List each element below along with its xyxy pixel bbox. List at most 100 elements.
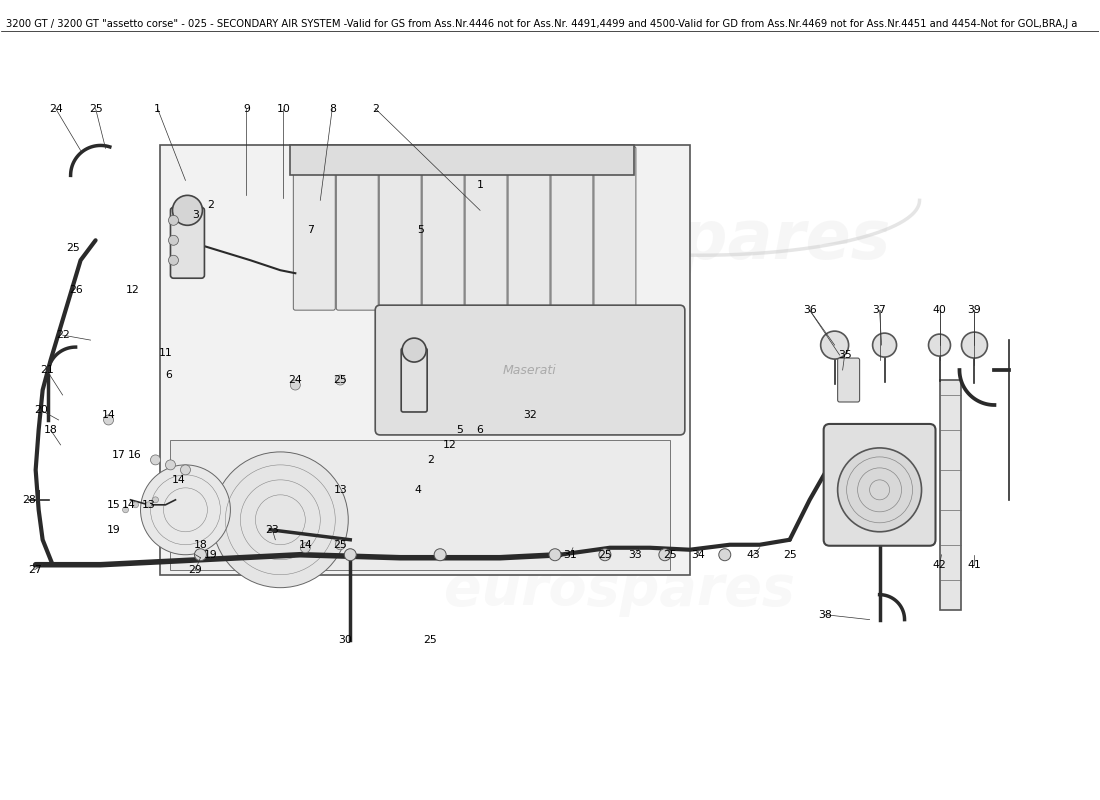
Circle shape (300, 542, 310, 553)
Circle shape (153, 497, 158, 503)
Text: 25: 25 (783, 550, 796, 560)
Circle shape (344, 549, 356, 561)
Text: 18: 18 (194, 540, 207, 550)
Text: 35: 35 (838, 350, 851, 360)
Text: 12: 12 (443, 440, 456, 450)
Circle shape (961, 332, 988, 358)
Text: 26: 26 (68, 285, 82, 295)
FancyBboxPatch shape (824, 424, 935, 546)
Text: 8: 8 (329, 103, 336, 114)
Text: eurospares: eurospares (444, 562, 795, 617)
Text: 14: 14 (122, 500, 135, 510)
Circle shape (165, 460, 176, 470)
FancyBboxPatch shape (294, 146, 335, 310)
Circle shape (928, 334, 950, 356)
Text: 25: 25 (89, 103, 102, 114)
Text: 36: 36 (803, 305, 816, 315)
Circle shape (872, 333, 896, 357)
Circle shape (145, 502, 152, 508)
Text: 11: 11 (158, 348, 173, 358)
Text: 32: 32 (524, 410, 537, 420)
Text: 15: 15 (107, 500, 120, 510)
Text: 39: 39 (968, 305, 981, 315)
Text: 10: 10 (276, 103, 290, 114)
Text: 27: 27 (28, 565, 42, 574)
Text: 33: 33 (628, 550, 641, 560)
Text: 37: 37 (872, 305, 887, 315)
Text: 5: 5 (456, 425, 463, 435)
Text: 29: 29 (188, 565, 202, 574)
Text: 14: 14 (298, 540, 312, 550)
Circle shape (103, 415, 113, 425)
FancyBboxPatch shape (939, 380, 961, 610)
FancyBboxPatch shape (508, 146, 550, 310)
Circle shape (659, 549, 671, 561)
Text: 25: 25 (333, 540, 348, 550)
Text: 40: 40 (933, 305, 946, 315)
Text: 28: 28 (22, 495, 35, 505)
Text: 4: 4 (415, 485, 421, 495)
Circle shape (549, 549, 561, 561)
Circle shape (168, 235, 178, 246)
Text: 17: 17 (112, 450, 125, 460)
Text: 24: 24 (48, 103, 63, 114)
Circle shape (122, 507, 129, 513)
Text: 23: 23 (265, 525, 279, 534)
Text: 6: 6 (476, 425, 484, 435)
Text: 3: 3 (192, 210, 199, 220)
Circle shape (141, 465, 230, 554)
Circle shape (434, 549, 447, 561)
Text: 31: 31 (563, 550, 576, 560)
Text: 2: 2 (207, 200, 213, 210)
Circle shape (168, 215, 178, 226)
Circle shape (336, 540, 345, 550)
Text: 7: 7 (307, 226, 314, 235)
Circle shape (718, 549, 730, 561)
Text: 25: 25 (333, 375, 348, 385)
Circle shape (132, 502, 139, 508)
Text: 13: 13 (333, 485, 348, 495)
Text: 5: 5 (417, 226, 424, 235)
Text: 38: 38 (817, 610, 832, 620)
Text: 25: 25 (598, 550, 612, 560)
Text: 22: 22 (56, 330, 69, 340)
Circle shape (336, 375, 345, 385)
Text: 1: 1 (476, 180, 484, 190)
Circle shape (212, 452, 349, 588)
Text: 34: 34 (691, 550, 705, 560)
FancyBboxPatch shape (379, 146, 421, 310)
Circle shape (290, 380, 300, 390)
Text: 3200 GT / 3200 GT "assetto corse" - 025 - SECONDARY AIR SYSTEM -Valid for GS fro: 3200 GT / 3200 GT "assetto corse" - 025 … (6, 18, 1077, 29)
Text: 41: 41 (968, 560, 981, 570)
Circle shape (180, 465, 190, 475)
FancyBboxPatch shape (402, 348, 427, 412)
Text: 13: 13 (142, 500, 155, 510)
Text: 2: 2 (372, 103, 378, 114)
FancyBboxPatch shape (837, 358, 859, 402)
FancyBboxPatch shape (170, 207, 205, 278)
FancyBboxPatch shape (170, 440, 670, 570)
Text: 14: 14 (101, 410, 116, 420)
Circle shape (173, 195, 202, 226)
Text: 43: 43 (747, 550, 760, 560)
Text: 30: 30 (339, 634, 352, 645)
FancyBboxPatch shape (161, 146, 690, 574)
FancyBboxPatch shape (594, 146, 636, 310)
Text: 42: 42 (933, 560, 946, 570)
Text: 1: 1 (154, 103, 161, 114)
Circle shape (403, 338, 426, 362)
Circle shape (598, 549, 611, 561)
Circle shape (168, 255, 178, 266)
Circle shape (837, 448, 922, 532)
Text: 9: 9 (243, 103, 250, 114)
Text: 18: 18 (44, 425, 57, 435)
FancyBboxPatch shape (337, 146, 378, 310)
Text: 19: 19 (204, 550, 218, 560)
Text: 25: 25 (424, 634, 437, 645)
Circle shape (151, 455, 161, 465)
Circle shape (821, 331, 848, 359)
Circle shape (195, 549, 207, 561)
FancyBboxPatch shape (375, 305, 685, 435)
Text: 20: 20 (34, 405, 47, 415)
Text: 16: 16 (128, 450, 142, 460)
